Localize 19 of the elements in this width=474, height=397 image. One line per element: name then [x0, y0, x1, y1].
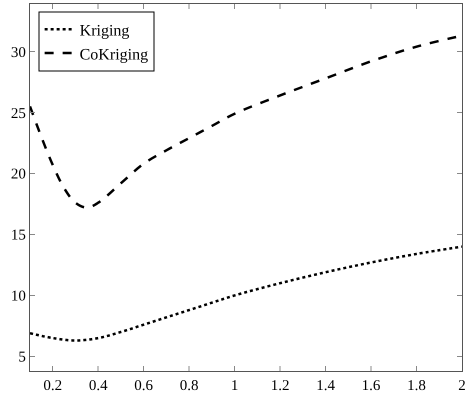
x-tick-label: 0.8: [180, 378, 199, 394]
legend-label: Kriging: [80, 22, 130, 40]
y-tick-label: 5: [18, 350, 26, 366]
y-tick-label: 10: [10, 288, 26, 305]
x-tick-label: 1.8: [407, 378, 426, 394]
y-tick-label: 15: [10, 228, 26, 244]
x-tick-label: 0.4: [88, 378, 108, 394]
y-tick-label: 20: [10, 166, 26, 183]
y-tick-label: 30: [10, 44, 26, 61]
x-tick-label: 1.2: [270, 378, 290, 394]
y-tick-label: 25: [10, 106, 26, 122]
x-tick-label: 1.6: [362, 378, 381, 394]
x-tick-label: 1: [230, 378, 238, 394]
x-tick-label: 1.4: [316, 378, 336, 394]
x-tick-label: 0.6: [134, 378, 154, 394]
line-series: [30, 245, 462, 342]
x-tick-label: 0.2: [43, 378, 62, 394]
x-tick-label: 2: [458, 378, 466, 394]
legend-label: CoKriging: [80, 46, 148, 64]
